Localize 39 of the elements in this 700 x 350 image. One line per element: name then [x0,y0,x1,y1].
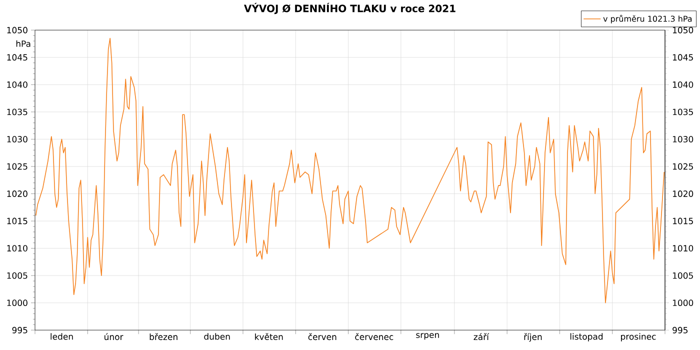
x-tick-label: srpen [416,333,439,340]
x-tick-label: květen [255,333,283,340]
x-tick-label: červen [308,333,336,340]
y-tick-label: 1000 [7,300,28,306]
y2-tick-label: 1005 [672,272,693,279]
y2-tick-label: 1020 [672,190,694,197]
x-tick-label: leden [50,333,73,340]
y-tick-label: 995 [12,326,28,334]
y2-tick-label: 1015 [672,218,693,224]
x-tick-label: březen [150,333,178,340]
x-tick-label: prosinec [621,333,656,342]
x-tick-label: listopad [570,333,603,342]
y2-tick-label: 1050 [672,26,694,34]
y-tick-label: 1015 [7,218,28,224]
y-tick-label: 1030 [7,136,28,142]
y-tick-label: 1010 [7,245,28,252]
x-tick-label: duben [204,333,230,340]
y-tick-label: 1025 [7,163,28,170]
y2-tick-label: 1010 [672,245,694,252]
y-axis-title: hPa [16,40,30,47]
x-tick-label: září [474,333,490,340]
y-tick-label: 1035 [7,108,28,116]
y-tick-label: 1040 [7,81,28,88]
y2-tick-label: 995 [672,326,688,334]
y-tick-label: 1005 [7,272,28,279]
y2-tick-label: 1035 [672,108,693,116]
y-tick-label: 1050 [7,26,28,34]
y-tick-label: 1020 [7,190,28,197]
legend-label: v průměru 1021.3 hPa [603,14,692,24]
x-tick-label: únor [104,333,124,340]
x-tick-label: říjen [524,333,542,342]
y2-tick-label: 1000 [672,300,694,306]
y2-tick-label: 1040 [672,81,694,88]
y2-tick-label: 1030 [672,136,694,142]
chart-title: VÝVOJ Ø DENNÍHO TLAKU v roce 2021 [244,2,456,14]
y-tick-label: 1045 [7,54,28,61]
x-tick-label: červenec [355,333,394,340]
y2-tick-label: 1045 [672,54,693,61]
y2-tick-label: 1025 [672,163,693,170]
